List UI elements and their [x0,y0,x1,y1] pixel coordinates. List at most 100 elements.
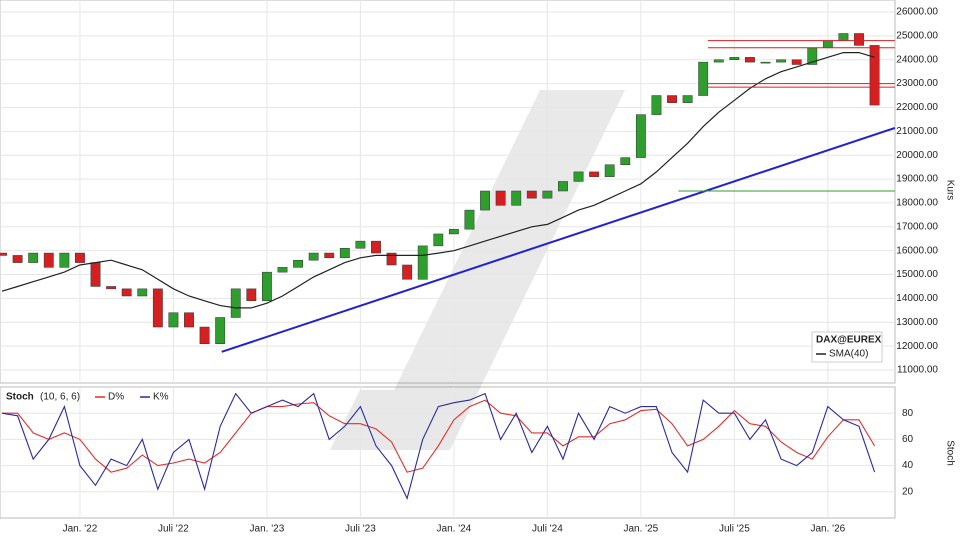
candle [667,95,677,103]
candle [168,312,179,328]
legend-label: DAX@EUREX [816,335,882,346]
candle [43,252,54,268]
y-tick-label: 14000.00 [896,293,938,304]
y-tick-label: 40 [902,460,914,471]
y-tick-label: 17000.00 [896,221,938,232]
candle [28,252,39,263]
series-line [2,399,876,473]
y-tick-label: 20 [902,486,914,497]
candle [0,252,7,256]
y-tick-label: 22000.00 [896,102,938,113]
candle [12,255,23,263]
x-tick-label: Juli '22 [158,524,189,535]
candle [121,288,132,297]
candle [261,271,272,302]
candle [745,57,755,63]
y-tick-label: 19000.00 [896,174,938,185]
y-tick-label: 60 [902,434,914,445]
candle [838,33,849,41]
y-tick-label: 21000.00 [896,126,938,137]
x-tick-label: Jan. '25 [624,524,659,535]
candle [682,95,693,103]
candle [791,59,802,65]
x-tick-label: Juli '25 [719,524,750,535]
x-tick-label: Juli '24 [532,524,563,535]
x-tick-label: Juli '23 [345,524,376,535]
candle [620,157,631,165]
y-tick-label: 20000.00 [896,150,938,161]
candle [184,312,194,328]
candle [448,228,459,235]
candle [542,190,553,199]
y-tick-label: 26000.00 [896,7,938,18]
candle [573,171,584,182]
candle [604,164,615,177]
y-tick-label: 12000.00 [896,341,938,352]
candle [760,61,771,64]
candle [308,252,319,261]
candle [776,59,787,63]
candle [215,317,226,344]
candle [480,190,490,211]
y-tick-label: 13000.00 [896,317,938,328]
candle [75,252,85,263]
y-tick-label: 15000.00 [896,269,938,280]
y-axis-label: Stoch [944,440,955,466]
candle [106,286,117,290]
candle [90,262,101,287]
candle [277,267,288,273]
candle [230,288,241,318]
candle [417,245,428,280]
candle [698,61,709,96]
y-tick-label: 25000.00 [896,31,938,42]
y-tick-label: 16000.00 [896,245,938,256]
y-tick-label: 18000.00 [896,198,938,209]
candle [339,248,350,259]
candle [433,233,444,247]
candle [199,326,210,344]
legend-label: SMA(40) [829,349,868,360]
y-tick-label: 11000.00 [897,365,938,376]
watermark [330,90,625,450]
candle [386,252,397,266]
y-axis-label: Kurs [944,180,955,201]
candle [635,114,646,158]
candle [355,240,366,249]
candle [869,45,880,106]
stoch-params: (10, 6, 6) [40,392,80,403]
candle [822,40,833,49]
stoch-title: Stoch [6,392,34,403]
candle [526,190,537,199]
candle [854,33,864,46]
candle [59,252,70,268]
stoch-panel [0,386,896,519]
candle [713,59,724,63]
x-tick-label: Jan. '26 [810,524,845,535]
watermark-shape [330,390,395,450]
series-line [1,52,875,309]
x-tick-label: Jan. '22 [63,524,98,535]
main-panel [0,0,896,384]
series-line [1,392,876,500]
candle [324,252,335,259]
y-tick-label: 80 [902,408,914,419]
candle [511,190,522,206]
candle [293,259,303,268]
candle [246,288,257,302]
x-tick-label: Jan. '24 [437,524,472,535]
y-tick-label: 23000.00 [896,78,938,89]
legend-box [811,331,883,363]
x-tick-label: Jan. '23 [250,524,285,535]
candle [558,181,568,192]
y-tick-label: 24000.00 [896,54,938,65]
trendline [221,127,896,353]
candle [589,171,600,177]
legend-label: K% [153,392,169,403]
candle [495,190,506,206]
candle [651,95,662,115]
legend-label: D% [108,392,124,403]
candle [464,209,475,230]
candle [152,288,163,328]
